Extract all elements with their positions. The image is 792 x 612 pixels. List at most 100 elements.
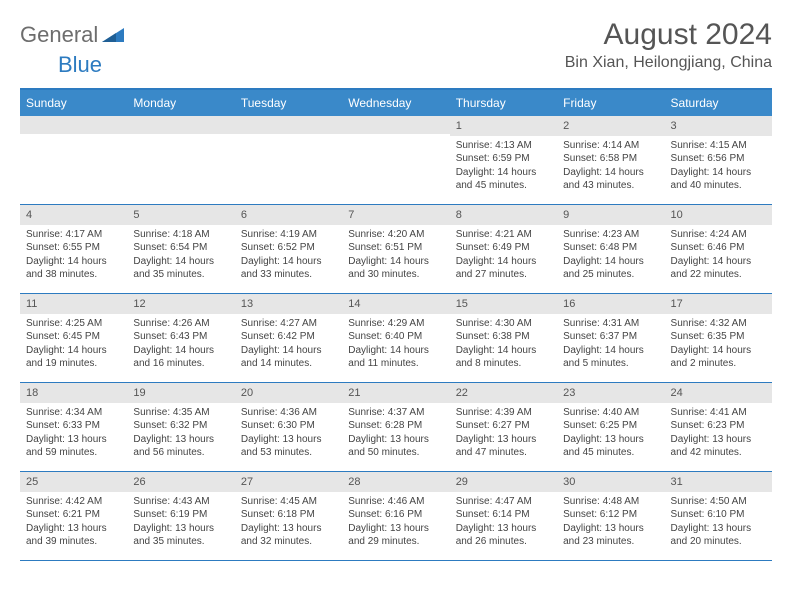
day-details	[127, 134, 234, 143]
day-cell	[127, 116, 234, 204]
calendar-grid: SundayMondayTuesdayWednesdayThursdayFrid…	[20, 88, 772, 561]
day-details	[235, 134, 342, 143]
sunset-text: Sunset: 6:43 PM	[133, 330, 228, 344]
daylight-text: Daylight: 13 hours and 53 minutes.	[241, 433, 336, 460]
sunset-text: Sunset: 6:37 PM	[563, 330, 658, 344]
sunset-text: Sunset: 6:12 PM	[563, 508, 658, 522]
day-cell: 15Sunrise: 4:30 AMSunset: 6:38 PMDayligh…	[450, 294, 557, 382]
daylight-text: Daylight: 14 hours and 25 minutes.	[563, 255, 658, 282]
sunrise-text: Sunrise: 4:45 AM	[241, 495, 336, 509]
sunrise-text: Sunrise: 4:34 AM	[26, 406, 121, 420]
daylight-text: Daylight: 13 hours and 47 minutes.	[456, 433, 551, 460]
sunset-text: Sunset: 6:16 PM	[348, 508, 443, 522]
daylight-text: Daylight: 14 hours and 33 minutes.	[241, 255, 336, 282]
day-details	[20, 134, 127, 143]
sunrise-text: Sunrise: 4:19 AM	[241, 228, 336, 242]
day-number: 22	[450, 383, 557, 403]
day-cell: 21Sunrise: 4:37 AMSunset: 6:28 PMDayligh…	[342, 383, 449, 471]
sunset-text: Sunset: 6:51 PM	[348, 241, 443, 255]
day-number: 16	[557, 294, 664, 314]
day-details: Sunrise: 4:36 AMSunset: 6:30 PMDaylight:…	[235, 403, 342, 466]
sunset-text: Sunset: 6:59 PM	[456, 152, 551, 166]
day-number: 29	[450, 472, 557, 492]
day-cell: 30Sunrise: 4:48 AMSunset: 6:12 PMDayligh…	[557, 472, 664, 560]
week-row: 25Sunrise: 4:42 AMSunset: 6:21 PMDayligh…	[20, 472, 772, 561]
day-cell: 3Sunrise: 4:15 AMSunset: 6:56 PMDaylight…	[665, 116, 772, 204]
day-number: 17	[665, 294, 772, 314]
day-number: 11	[20, 294, 127, 314]
day-details: Sunrise: 4:50 AMSunset: 6:10 PMDaylight:…	[665, 492, 772, 555]
brand-general: General	[20, 22, 98, 48]
daylight-text: Daylight: 13 hours and 42 minutes.	[671, 433, 766, 460]
sunrise-text: Sunrise: 4:42 AM	[26, 495, 121, 509]
sunrise-text: Sunrise: 4:23 AM	[563, 228, 658, 242]
sunrise-text: Sunrise: 4:20 AM	[348, 228, 443, 242]
month-title: August 2024	[565, 18, 772, 52]
day-number: 19	[127, 383, 234, 403]
weekday-header: Wednesday	[342, 90, 449, 116]
sunrise-text: Sunrise: 4:36 AM	[241, 406, 336, 420]
daylight-text: Daylight: 13 hours and 20 minutes.	[671, 522, 766, 549]
day-cell: 27Sunrise: 4:45 AMSunset: 6:18 PMDayligh…	[235, 472, 342, 560]
week-row: 4Sunrise: 4:17 AMSunset: 6:55 PMDaylight…	[20, 205, 772, 294]
day-cell: 16Sunrise: 4:31 AMSunset: 6:37 PMDayligh…	[557, 294, 664, 382]
sunset-text: Sunset: 6:52 PM	[241, 241, 336, 255]
day-details: Sunrise: 4:29 AMSunset: 6:40 PMDaylight:…	[342, 314, 449, 377]
day-cell: 10Sunrise: 4:24 AMSunset: 6:46 PMDayligh…	[665, 205, 772, 293]
day-details: Sunrise: 4:48 AMSunset: 6:12 PMDaylight:…	[557, 492, 664, 555]
daylight-text: Daylight: 14 hours and 8 minutes.	[456, 344, 551, 371]
sunset-text: Sunset: 6:18 PM	[241, 508, 336, 522]
daylight-text: Daylight: 14 hours and 45 minutes.	[456, 166, 551, 193]
day-number	[235, 116, 342, 134]
day-cell: 8Sunrise: 4:21 AMSunset: 6:49 PMDaylight…	[450, 205, 557, 293]
day-number: 3	[665, 116, 772, 136]
daylight-text: Daylight: 13 hours and 32 minutes.	[241, 522, 336, 549]
day-number: 1	[450, 116, 557, 136]
sunrise-text: Sunrise: 4:39 AM	[456, 406, 551, 420]
daylight-text: Daylight: 14 hours and 30 minutes.	[348, 255, 443, 282]
sunset-text: Sunset: 6:28 PM	[348, 419, 443, 433]
day-number: 12	[127, 294, 234, 314]
day-number: 26	[127, 472, 234, 492]
daylight-text: Daylight: 13 hours and 26 minutes.	[456, 522, 551, 549]
day-details: Sunrise: 4:15 AMSunset: 6:56 PMDaylight:…	[665, 136, 772, 199]
day-details: Sunrise: 4:35 AMSunset: 6:32 PMDaylight:…	[127, 403, 234, 466]
sunrise-text: Sunrise: 4:40 AM	[563, 406, 658, 420]
sunrise-text: Sunrise: 4:26 AM	[133, 317, 228, 331]
day-details: Sunrise: 4:31 AMSunset: 6:37 PMDaylight:…	[557, 314, 664, 377]
day-cell: 29Sunrise: 4:47 AMSunset: 6:14 PMDayligh…	[450, 472, 557, 560]
sunset-text: Sunset: 6:54 PM	[133, 241, 228, 255]
day-cell: 24Sunrise: 4:41 AMSunset: 6:23 PMDayligh…	[665, 383, 772, 471]
day-cell: 4Sunrise: 4:17 AMSunset: 6:55 PMDaylight…	[20, 205, 127, 293]
day-details: Sunrise: 4:25 AMSunset: 6:45 PMDaylight:…	[20, 314, 127, 377]
day-number: 30	[557, 472, 664, 492]
sunrise-text: Sunrise: 4:21 AM	[456, 228, 551, 242]
sunrise-text: Sunrise: 4:29 AM	[348, 317, 443, 331]
day-details: Sunrise: 4:27 AMSunset: 6:42 PMDaylight:…	[235, 314, 342, 377]
day-cell: 9Sunrise: 4:23 AMSunset: 6:48 PMDaylight…	[557, 205, 664, 293]
daylight-text: Daylight: 13 hours and 35 minutes.	[133, 522, 228, 549]
day-number: 13	[235, 294, 342, 314]
day-cell: 18Sunrise: 4:34 AMSunset: 6:33 PMDayligh…	[20, 383, 127, 471]
day-details: Sunrise: 4:39 AMSunset: 6:27 PMDaylight:…	[450, 403, 557, 466]
weekday-header: Monday	[127, 90, 234, 116]
day-number: 31	[665, 472, 772, 492]
day-number: 10	[665, 205, 772, 225]
day-cell: 31Sunrise: 4:50 AMSunset: 6:10 PMDayligh…	[665, 472, 772, 560]
sunset-text: Sunset: 6:49 PM	[456, 241, 551, 255]
sunset-text: Sunset: 6:45 PM	[26, 330, 121, 344]
day-number	[20, 116, 127, 134]
day-cell: 6Sunrise: 4:19 AMSunset: 6:52 PMDaylight…	[235, 205, 342, 293]
day-details: Sunrise: 4:42 AMSunset: 6:21 PMDaylight:…	[20, 492, 127, 555]
day-details: Sunrise: 4:45 AMSunset: 6:18 PMDaylight:…	[235, 492, 342, 555]
day-cell: 11Sunrise: 4:25 AMSunset: 6:45 PMDayligh…	[20, 294, 127, 382]
day-cell: 5Sunrise: 4:18 AMSunset: 6:54 PMDaylight…	[127, 205, 234, 293]
daylight-text: Daylight: 14 hours and 11 minutes.	[348, 344, 443, 371]
brand-logo: General	[20, 18, 126, 48]
day-details: Sunrise: 4:34 AMSunset: 6:33 PMDaylight:…	[20, 403, 127, 466]
sunrise-text: Sunrise: 4:14 AM	[563, 139, 658, 153]
sunrise-text: Sunrise: 4:32 AM	[671, 317, 766, 331]
day-cell	[235, 116, 342, 204]
day-details: Sunrise: 4:14 AMSunset: 6:58 PMDaylight:…	[557, 136, 664, 199]
daylight-text: Daylight: 14 hours and 43 minutes.	[563, 166, 658, 193]
